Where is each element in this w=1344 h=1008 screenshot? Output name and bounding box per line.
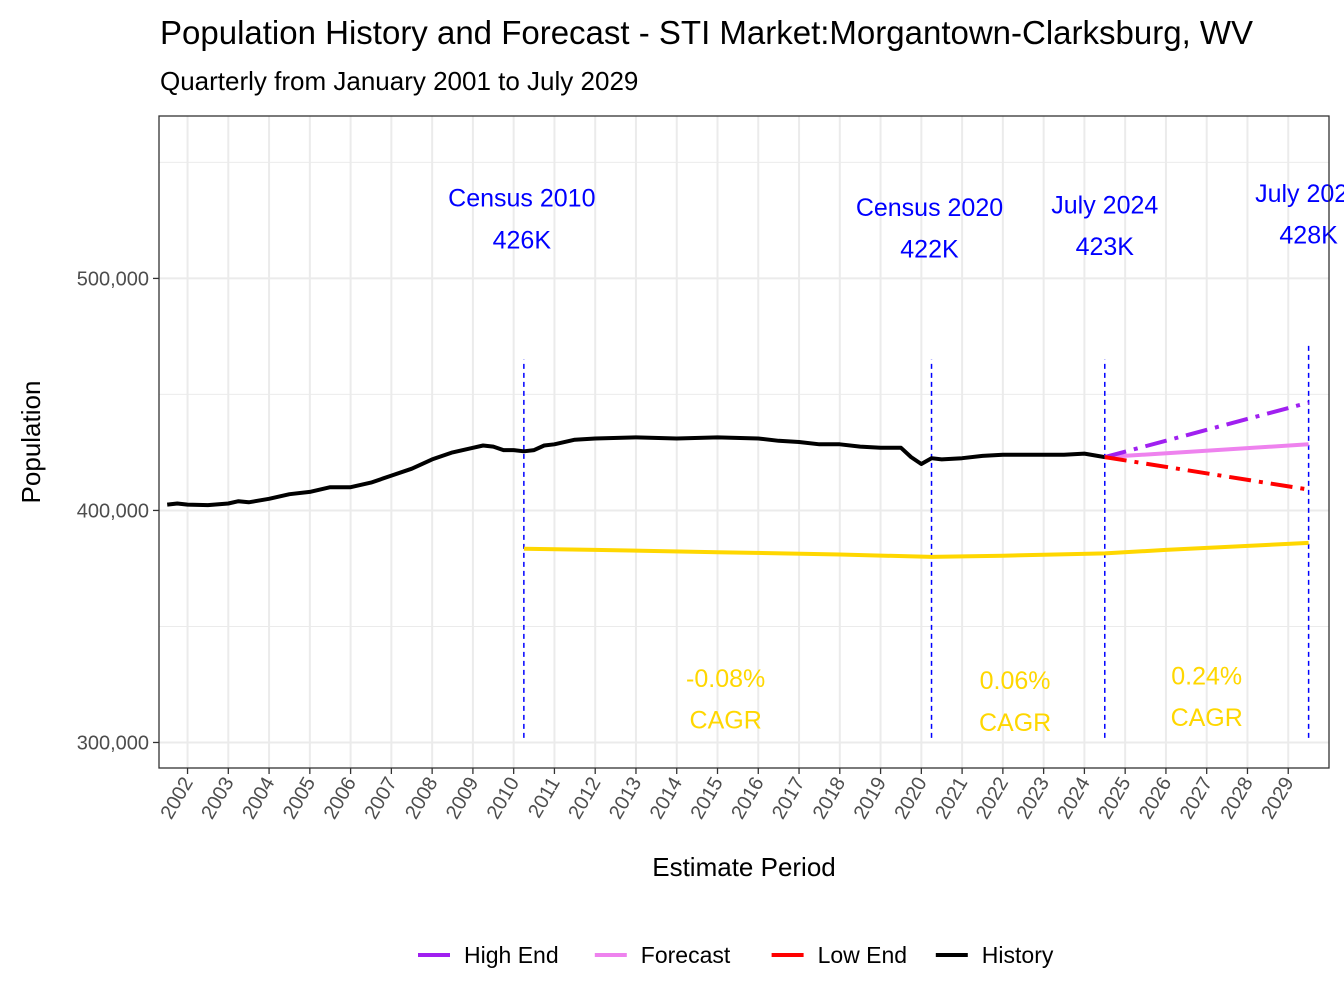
annotation-cagr-2020-2024: CAGR bbox=[979, 709, 1051, 737]
x-tick-label: 2019 bbox=[850, 774, 891, 824]
y-tick-label: 500,000 bbox=[77, 268, 149, 290]
x-tick-label: 2013 bbox=[605, 774, 646, 824]
legend-label: History bbox=[982, 942, 1054, 968]
x-tick-label: 2006 bbox=[320, 774, 361, 824]
annotation-census-2010: Census 2010 bbox=[448, 184, 595, 212]
x-tick-label: 2027 bbox=[1176, 774, 1217, 824]
annotation-cagr-2024-2029: 0.24% bbox=[1171, 662, 1242, 690]
annotation-july-2029: July 2029 bbox=[1255, 180, 1344, 208]
annotation-cagr-2020-2024: 0.06% bbox=[980, 667, 1051, 695]
x-tick-label: 2024 bbox=[1053, 774, 1094, 824]
x-tick-label: 2004 bbox=[238, 774, 279, 824]
series-line-cagr-reference bbox=[523, 540, 1309, 559]
series-line-high-end bbox=[1104, 400, 1310, 460]
x-tick-label: 2003 bbox=[197, 774, 238, 824]
x-tick-label: 2018 bbox=[809, 774, 850, 824]
x-tick-label: 2020 bbox=[890, 774, 931, 824]
series-line-low-end bbox=[1104, 455, 1309, 492]
x-tick-label: 2028 bbox=[1216, 774, 1257, 824]
x-tick-label: 2014 bbox=[646, 774, 687, 824]
x-tick-label: 2008 bbox=[401, 774, 442, 824]
chart-title: Population History and Forecast - STI Ma… bbox=[160, 14, 1253, 51]
legend-label: High End bbox=[464, 942, 559, 968]
legend: High End Forecast Low End History bbox=[418, 942, 1054, 968]
x-tick-label: 2022 bbox=[972, 774, 1013, 824]
series-line-forecast bbox=[1104, 442, 1309, 460]
y-tick-label: 300,000 bbox=[77, 732, 149, 754]
x-tick-label: 2002 bbox=[157, 774, 198, 824]
annotation-july-2029: 428K bbox=[1279, 222, 1338, 250]
legend-label: Low End bbox=[818, 942, 908, 968]
annotation-census-2010: 426K bbox=[493, 226, 552, 254]
chart-subtitle: Quarterly from January 2001 to July 2029 bbox=[160, 66, 638, 96]
x-axis-label: Estimate Period bbox=[652, 852, 836, 882]
y-tick-label: 400,000 bbox=[77, 500, 149, 522]
x-tick-label: 2005 bbox=[279, 774, 320, 824]
x-tick-label: 2010 bbox=[483, 774, 524, 824]
x-tick-label: 2007 bbox=[360, 774, 401, 824]
x-tick-label: 2012 bbox=[564, 774, 605, 824]
x-tick-label: 2023 bbox=[1013, 774, 1054, 824]
plot-background bbox=[159, 116, 1329, 768]
annotation-july-2024: July 2024 bbox=[1051, 191, 1158, 219]
x-tick-label: 2017 bbox=[768, 774, 809, 824]
x-tick-label: 2026 bbox=[1135, 774, 1176, 824]
annotation-cagr-2010-2020: -0.08% bbox=[686, 665, 765, 693]
annotation-census-2020: Census 2020 bbox=[856, 194, 1003, 222]
x-tick-label: 2029 bbox=[1257, 774, 1298, 824]
x-tick-label: 2016 bbox=[727, 774, 768, 824]
legend-label: Forecast bbox=[641, 942, 731, 968]
annotation-cagr-2024-2029: CAGR bbox=[1171, 704, 1243, 732]
series-line-history bbox=[166, 435, 1106, 508]
annotation-july-2024: 423K bbox=[1076, 233, 1135, 261]
x-tick-label: 2011 bbox=[524, 774, 565, 822]
annotation-cagr-2010-2020: CAGR bbox=[690, 707, 762, 735]
y-axis-label: Population bbox=[16, 381, 46, 504]
x-tick-label: 2009 bbox=[442, 774, 483, 824]
annotation-census-2020: 422K bbox=[900, 236, 959, 264]
plot-panel-border bbox=[158, 115, 1330, 769]
x-tick-label: 2021 bbox=[931, 774, 972, 824]
x-tick-label: 2025 bbox=[1094, 774, 1135, 824]
x-tick-label: 2015 bbox=[687, 774, 728, 824]
